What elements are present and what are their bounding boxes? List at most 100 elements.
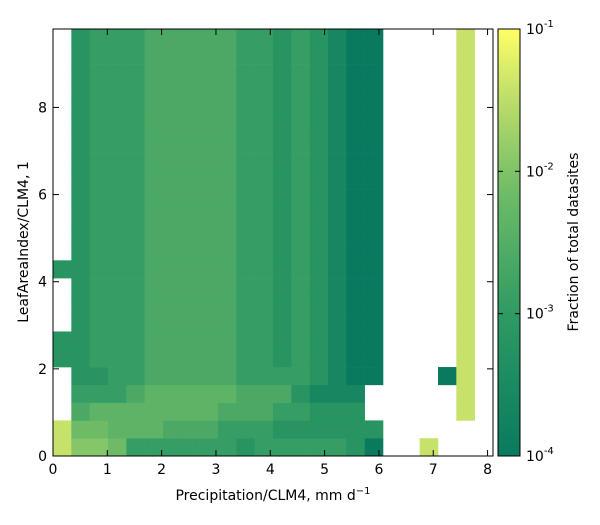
heatmap-cell <box>309 349 329 368</box>
heatmap-cell <box>273 367 292 386</box>
heatmap-cell <box>456 100 475 119</box>
heatmap-cell <box>218 135 237 154</box>
heatmap-cell <box>273 260 292 279</box>
heatmap-cell <box>218 438 237 457</box>
heatmap-cell <box>291 331 310 350</box>
heatmap-cell <box>254 313 274 332</box>
heatmap-cell <box>218 349 237 368</box>
heatmap-cell <box>456 331 475 350</box>
heatmap-cell <box>273 384 292 403</box>
heatmap-cell <box>181 224 200 243</box>
heatmap-cell <box>108 367 127 386</box>
heatmap-cell <box>456 117 475 137</box>
heatmap-cell <box>364 420 384 439</box>
x-tick-label: 1 <box>103 462 112 478</box>
x-tick-label: 5 <box>320 462 329 478</box>
heatmap-cell <box>309 331 329 350</box>
heatmap-cell <box>346 171 365 190</box>
heatmap-cell <box>126 367 145 386</box>
heatmap-cell <box>309 295 329 314</box>
heatmap-cell <box>309 420 329 439</box>
heatmap-cell <box>108 64 127 83</box>
heatmap-cell <box>254 278 274 297</box>
heatmap-cell <box>291 171 310 190</box>
heatmap-cell <box>328 64 347 83</box>
heatmap-cell <box>181 402 200 421</box>
heatmap-cell <box>181 171 200 190</box>
heatmap-cell <box>144 29 164 48</box>
heatmap-cell <box>236 189 255 208</box>
heatmap-cell <box>364 117 384 137</box>
heatmap-cell <box>218 82 237 101</box>
heatmap-cell <box>199 135 219 154</box>
heatmap-cell <box>126 117 145 137</box>
heatmap-cell <box>309 224 329 243</box>
heatmap-cell <box>273 100 292 119</box>
heatmap-cell <box>126 64 145 83</box>
heatmap-cell <box>163 402 182 421</box>
heatmap-cell <box>364 153 384 172</box>
heatmap-cell <box>144 100 164 119</box>
heatmap-cell <box>346 189 365 208</box>
heatmap-cell <box>108 331 127 350</box>
y-axis-ticks: 0 2 4 6 8 <box>38 100 493 465</box>
heatmap-cell <box>456 189 475 208</box>
heatmap-cell <box>291 135 310 154</box>
heatmap-cell <box>108 117 127 137</box>
heatmap-cell <box>199 349 219 368</box>
heatmap-cell <box>309 82 329 101</box>
heatmap-cell <box>291 224 310 243</box>
heatmap-cell <box>328 420 347 439</box>
heatmap-cell <box>163 135 182 154</box>
heatmap-cell <box>144 117 164 137</box>
heatmap-cell <box>144 171 164 190</box>
heatmap-cell <box>236 278 255 297</box>
heatmap-cell <box>199 82 219 101</box>
heatmap-cell <box>144 260 164 279</box>
heatmap-cell <box>181 260 200 279</box>
heatmap-cell <box>181 384 200 403</box>
heatmap-cell <box>254 189 274 208</box>
heatmap-cell <box>309 278 329 297</box>
heatmap-cell <box>364 313 384 332</box>
heatmap-cell <box>328 135 347 154</box>
colorbar-ticks: 10-1 10-2 10-3 10-4 <box>498 19 554 465</box>
heatmap-cell <box>89 420 109 439</box>
heatmap-cell <box>108 153 127 172</box>
heatmap-cell <box>364 224 384 243</box>
heatmap-cell <box>273 46 292 65</box>
heatmap-cell <box>328 295 347 314</box>
heatmap-cell <box>89 349 109 368</box>
heatmap-cell <box>273 171 292 190</box>
heatmap-cell <box>71 171 90 190</box>
heatmap-cell <box>218 242 237 261</box>
heatmap-cell <box>236 46 255 65</box>
heatmap-cell <box>218 260 237 279</box>
heatmap-cell <box>71 402 90 421</box>
heatmap-cell <box>309 260 329 279</box>
heatmap-cell <box>328 153 347 172</box>
heatmap-cell <box>291 295 310 314</box>
heatmap-cell <box>53 438 72 457</box>
heatmap-cell <box>144 384 164 403</box>
heatmap-cell <box>71 438 90 457</box>
heatmap-cell <box>273 135 292 154</box>
heatmap-cell <box>108 206 127 226</box>
heatmap-cell <box>456 82 475 101</box>
heatmap-cell <box>108 171 127 190</box>
heatmap-cell <box>89 82 109 101</box>
heatmap-cell <box>456 349 475 368</box>
heatmap-cell <box>438 367 457 386</box>
heatmap-cell <box>236 153 255 172</box>
x-tick-label: 6 <box>374 462 383 478</box>
heatmap-cell <box>126 384 145 403</box>
heatmap-cell <box>456 153 475 172</box>
heatmap-cell <box>346 82 365 101</box>
heatmap-cell <box>199 260 219 279</box>
heatmap-cell <box>273 82 292 101</box>
heatmap-cell <box>144 189 164 208</box>
colorbar-tick-label: 10-2 <box>526 161 554 180</box>
heatmap-cell <box>144 135 164 154</box>
colorbar-tick-label: 10-1 <box>526 19 554 38</box>
